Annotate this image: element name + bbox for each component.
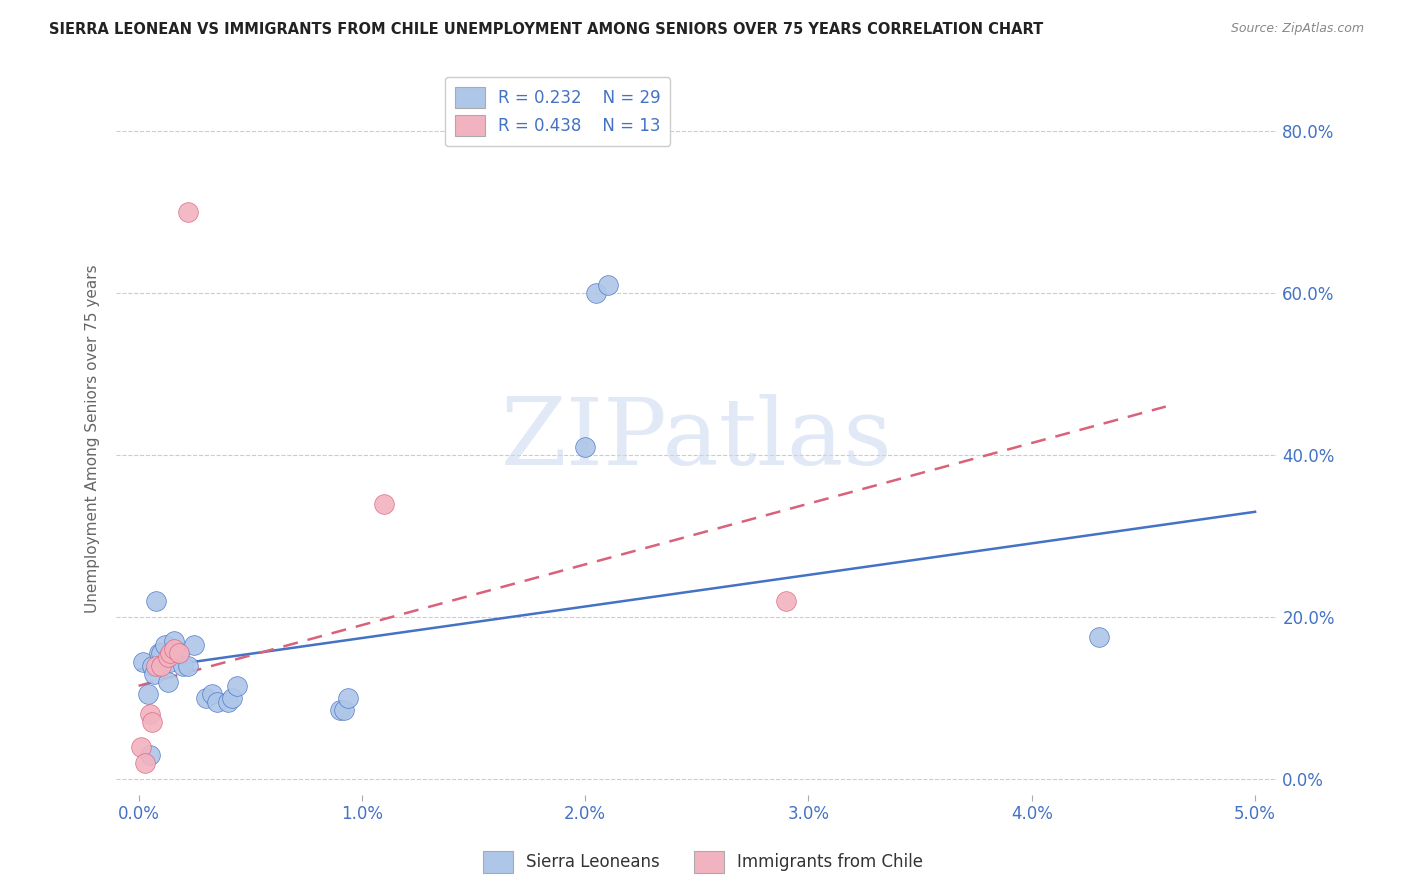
Point <box>134 756 156 770</box>
Point <box>201 687 224 701</box>
Point <box>217 695 239 709</box>
Point <box>149 647 172 661</box>
Point <box>775 594 797 608</box>
Point <box>596 278 619 293</box>
Point <box>172 658 194 673</box>
Point <box>194 690 217 705</box>
Point <box>225 679 247 693</box>
Point <box>149 658 172 673</box>
Point <box>159 655 181 669</box>
Point <box>585 286 607 301</box>
Point <box>167 647 190 661</box>
Point <box>141 658 163 673</box>
Point <box>143 666 166 681</box>
Point <box>139 707 162 722</box>
Text: SIERRA LEONEAN VS IMMIGRANTS FROM CHILE UNEMPLOYMENT AMONG SENIORS OVER 75 YEARS: SIERRA LEONEAN VS IMMIGRANTS FROM CHILE … <box>49 22 1043 37</box>
Y-axis label: Unemployment Among Seniors over 75 years: Unemployment Among Seniors over 75 years <box>86 265 100 614</box>
Point <box>145 594 167 608</box>
Point <box>574 440 596 454</box>
Point <box>156 650 179 665</box>
Point <box>177 658 200 673</box>
Point <box>163 634 186 648</box>
Legend: R = 0.232    N = 29, R = 0.438    N = 13: R = 0.232 N = 29, R = 0.438 N = 13 <box>444 77 671 146</box>
Point <box>337 690 360 705</box>
Point <box>141 715 163 730</box>
Point <box>373 497 395 511</box>
Point <box>205 695 228 709</box>
Point <box>148 647 170 661</box>
Point <box>183 638 205 652</box>
Point <box>167 647 190 661</box>
Point <box>136 687 159 701</box>
Point <box>145 658 167 673</box>
Point <box>159 647 181 661</box>
Point <box>1087 630 1109 644</box>
Text: ZIPatlas: ZIPatlas <box>501 394 893 484</box>
Point <box>329 703 352 717</box>
Point <box>221 690 243 705</box>
Point <box>155 638 177 652</box>
Point <box>129 739 152 754</box>
Text: Source: ZipAtlas.com: Source: ZipAtlas.com <box>1230 22 1364 36</box>
Point <box>132 655 155 669</box>
Point <box>333 703 356 717</box>
Point <box>139 747 162 762</box>
Point <box>177 205 200 219</box>
Legend: Sierra Leoneans, Immigrants from Chile: Sierra Leoneans, Immigrants from Chile <box>477 845 929 880</box>
Point <box>163 642 186 657</box>
Point <box>156 674 179 689</box>
